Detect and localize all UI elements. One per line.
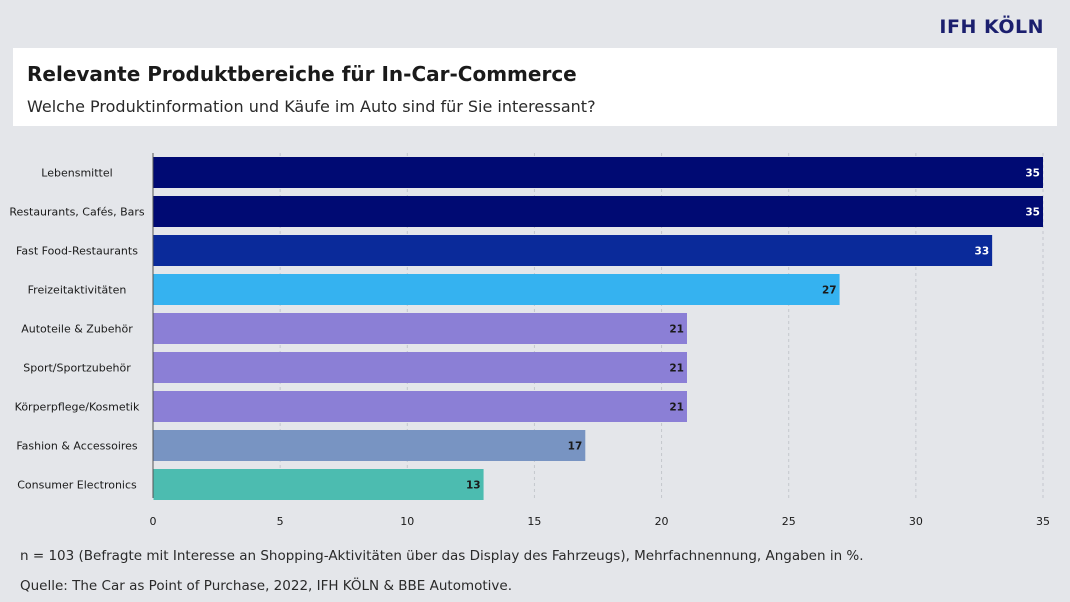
bar [153, 196, 1043, 227]
value-label: 27 [822, 285, 837, 297]
category-label: Consumer Electronics [17, 479, 137, 492]
x-tick-label: 25 [782, 515, 796, 528]
bar [153, 274, 840, 305]
value-label: 33 [975, 246, 990, 258]
value-label: 17 [568, 441, 583, 453]
bar [153, 430, 586, 461]
category-label: Lebensmittel [41, 167, 112, 180]
value-label: 13 [466, 480, 481, 492]
brand-logo: IFH KÖLN [939, 16, 1044, 38]
value-label: 21 [669, 324, 684, 336]
category-label: Körperpflege/Kosmetik [15, 401, 140, 414]
bar [153, 391, 687, 422]
category-label: Autoteile & Zubehör [21, 323, 133, 336]
x-tick-label: 35 [1036, 515, 1050, 528]
x-tick-label: 30 [909, 515, 923, 528]
x-tick-label: 15 [527, 515, 541, 528]
category-label: Freizeitaktivitäten [28, 284, 127, 297]
value-label: 35 [1025, 168, 1040, 180]
value-label: 21 [669, 363, 684, 375]
chart-title: Relevante Produktbereiche für In-Car-Com… [27, 62, 577, 86]
source-note: Quelle: The Car as Point of Purchase, 20… [20, 578, 512, 594]
x-tick-label: 20 [655, 515, 669, 528]
value-label: 35 [1025, 207, 1040, 219]
x-tick-label: 0 [150, 515, 157, 528]
bar [153, 313, 687, 344]
footnote: n = 103 (Befragte mit Interesse an Shopp… [20, 548, 864, 564]
category-label: Restaurants, Cafés, Bars [9, 206, 145, 219]
category-label: Fashion & Accessoires [16, 440, 138, 453]
bar [153, 157, 1043, 188]
chart-header: Relevante Produktbereiche für In-Car-Com… [13, 48, 1057, 126]
chart-subtitle: Welche Produktinformation und Käufe im A… [27, 97, 596, 116]
x-tick-label: 10 [400, 515, 414, 528]
bar [153, 352, 687, 383]
x-tick-label: 5 [277, 515, 284, 528]
bar [153, 469, 484, 500]
value-label: 21 [669, 402, 684, 414]
category-label: Sport/Sportzubehör [23, 362, 131, 375]
category-label: Fast Food-Restaurants [16, 245, 138, 258]
bar [153, 235, 993, 266]
bar-chart: Lebensmittel 35 Restaurants, Cafés, Bars 35… [9, 153, 1050, 528]
